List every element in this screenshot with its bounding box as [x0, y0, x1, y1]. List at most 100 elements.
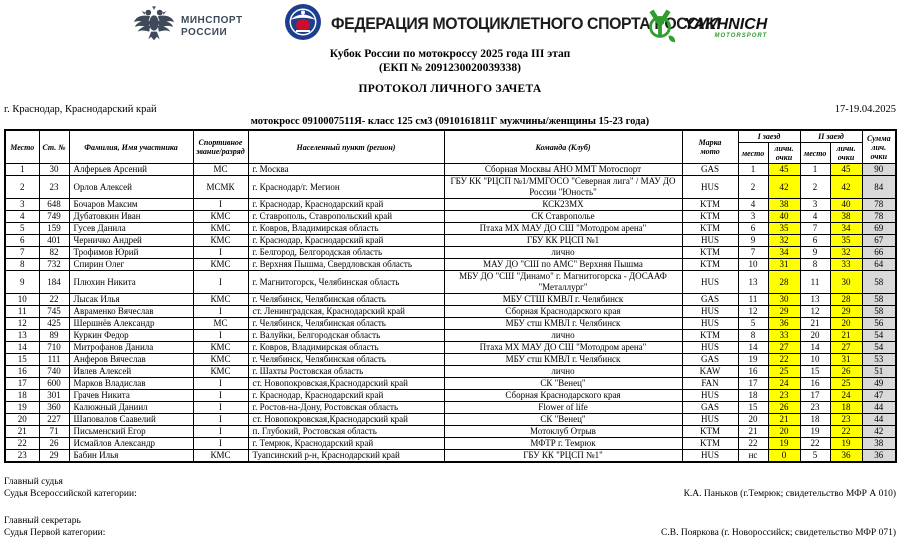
table-cell: 35: [767, 222, 801, 235]
table-cell: KTM: [681, 246, 739, 259]
col-brand: Марка мото: [681, 129, 739, 164]
fmsr-logo-text: ФЕДЕРАЦИЯ МОТОЦИКЛЕТНОГО СПОРТА РОССИИ: [331, 15, 721, 33]
table-cell: 13: [737, 270, 769, 294]
table-cell: 90: [861, 163, 897, 176]
table-row: 10 22 Лысак Илья КМС г. Челябинск, Челябинск…: [4, 293, 897, 306]
table-cell: GAS: [681, 163, 739, 176]
table-cell: 78: [861, 210, 897, 223]
table-cell: KTM: [681, 258, 739, 271]
chief-judge-name: К.А. Паньков (г.Темрюк; свидетельство МФ…: [683, 489, 896, 499]
table-cell: 19: [767, 437, 801, 450]
table-cell: FAN: [681, 377, 739, 390]
table-cell: 749: [38, 210, 70, 223]
table-cell: 15: [737, 401, 769, 414]
table-row: 6 401 Черничко Андрей КМС г. Краснодар, Крас…: [4, 234, 897, 247]
table-cell: HUS: [681, 389, 739, 402]
table-cell: Сборная Краснодарского края: [443, 305, 683, 318]
table-cell: 1: [737, 163, 769, 176]
table-cell: 23: [767, 389, 801, 402]
table-cell: 21: [767, 413, 801, 426]
table-cell: 26: [767, 401, 801, 414]
chief-secretary-title: Главный секретарь: [4, 516, 81, 526]
table-cell: I: [192, 389, 249, 402]
table-cell: 5: [737, 317, 769, 330]
minsport-eagle-icon: [133, 4, 175, 49]
table-cell: 19: [737, 353, 769, 366]
table-cell: ГБУ КК "РЦСП №1/ММГОСО "Северная лига" /…: [443, 175, 683, 199]
table-cell: ст. Новопокровская,Краснодарский край: [247, 413, 445, 426]
table-cell: КМС: [192, 353, 249, 366]
col-race2: II заезд: [799, 129, 863, 143]
table-cell: Алферьев Арсений: [68, 163, 194, 176]
event-title: Кубок России по мотокроссу 2025 года III…: [329, 48, 571, 60]
table-cell: Исмайлов Александр: [68, 437, 194, 450]
table-cell: 12: [737, 305, 769, 318]
table-row: 4 749 Дубатовкин Иван КМС г. Ставрополь, Ста…: [4, 210, 897, 223]
table-cell: 23: [38, 175, 70, 199]
table-cell: KTM: [681, 425, 739, 438]
table-cell: 6: [799, 234, 831, 247]
table-cell: 23: [829, 413, 863, 426]
table-cell: HUS: [681, 449, 739, 463]
table-cell: I: [192, 246, 249, 259]
table-cell: Черничко Андрей: [68, 234, 194, 247]
table-cell: 8: [799, 258, 831, 271]
table-cell: GAS: [681, 293, 739, 306]
table-cell: 745: [38, 305, 70, 318]
table-row: 12 425 Шершнёв Александр МС г. Челябинск, Че…: [4, 317, 897, 330]
table-cell: 33: [767, 329, 801, 342]
table-cell: KTM: [681, 210, 739, 223]
col-rank: Спортивное звание/разряд: [192, 129, 249, 164]
yakhnich-emblem-icon: [641, 7, 679, 50]
table-cell: г. Шахты Ростовская область: [247, 365, 445, 378]
yakhnich-logo: YAKHNICH MOTORSPORT: [641, 7, 767, 50]
table-cell: 42: [861, 425, 897, 438]
table-cell: 20: [799, 329, 831, 342]
yakhnich-motorsport-label: MOTORSPORT: [714, 33, 768, 39]
table-cell: 54: [861, 329, 897, 342]
fmsr-badge-icon: [284, 3, 322, 46]
table-cell: I: [192, 401, 249, 414]
table-cell: 184: [38, 270, 70, 294]
table-cell: 71: [38, 425, 70, 438]
table-cell: 8: [4, 258, 40, 271]
table-cell: КМС: [192, 293, 249, 306]
col-name: Фамилия, Имя участника: [68, 129, 194, 164]
table-cell: 11: [4, 305, 40, 318]
table-cell: 7: [4, 246, 40, 259]
table-cell: 18: [737, 389, 769, 402]
table-cell: 36: [767, 317, 801, 330]
table-cell: 0: [767, 449, 801, 463]
event-date: 17-19.04.2025: [834, 104, 896, 115]
table-cell: 26: [829, 365, 863, 378]
table-cell: 17: [737, 377, 769, 390]
table-cell: 18: [4, 389, 40, 402]
table-cell: KTM: [681, 222, 739, 235]
table-cell: Мотоклуб Отрыв: [443, 425, 683, 438]
table-cell: 31: [829, 353, 863, 366]
table-cell: I: [192, 413, 249, 426]
table-cell: 7: [737, 246, 769, 259]
table-row: 5 159 Гусев Данила КМС г. Ковров, Владимирск…: [4, 222, 897, 235]
table-cell: Гусев Данила: [68, 222, 194, 235]
col-race2-points: личн. очки: [829, 142, 863, 164]
table-cell: 1: [4, 163, 40, 176]
table-cell: 21: [829, 329, 863, 342]
table-cell: ГБУ КК РЦСП №1: [443, 234, 683, 247]
table-cell: г. Валуйки, Белгородская область: [247, 329, 445, 342]
table-cell: 19: [829, 437, 863, 450]
table-cell: лично: [443, 365, 683, 378]
col-total: Сумма лич. очки: [861, 129, 897, 164]
table-cell: 20: [829, 317, 863, 330]
table-cell: г. Темрюк, Краснодарский край: [247, 437, 445, 450]
minsport-logo: МИНСПОРТ РОССИИ: [133, 4, 243, 49]
table-row: 2 23 Орлов Алексей МСМК г. Краснодар/г. Меги…: [4, 175, 897, 199]
table-cell: 18: [829, 401, 863, 414]
table-cell: г. Ростов-на-Дону, Ростовская область: [247, 401, 445, 414]
table-cell: ГБУ КК "РЦСП №1": [443, 449, 683, 463]
table-cell: 4: [737, 198, 769, 211]
table-cell: г. Краснодар/г. Мегион: [247, 175, 445, 199]
